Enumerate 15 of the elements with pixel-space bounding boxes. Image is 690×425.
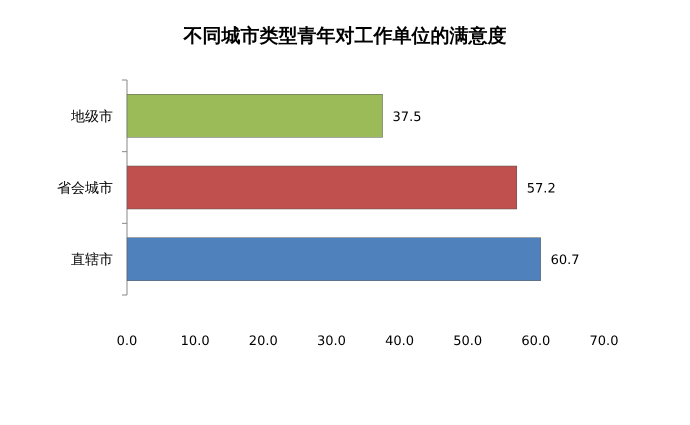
y-tick-label: 地级市 (70, 108, 113, 125)
x-tick-label: 10.0 (180, 334, 210, 349)
x-tick-label: 60.0 (521, 334, 550, 349)
x-tick-label: 30.0 (316, 334, 346, 349)
x-tick-label: 20.0 (248, 334, 278, 349)
data-label: 57.2 (526, 182, 556, 196)
x-tick-label: 70.0 (590, 334, 618, 349)
y-tick-label: 省会城市 (57, 180, 113, 196)
x-tick-label: 50.0 (453, 334, 482, 349)
y-tick-label: 直辖市 (71, 252, 113, 268)
x-tick-label: 0.0 (116, 334, 138, 349)
data-label: 37.5 (392, 110, 422, 125)
data-label: 60.7 (550, 253, 580, 268)
chart-title: 不同城市类型青年对工作单位的满意度 (182, 25, 506, 47)
x-tick-label: 40.0 (385, 334, 414, 349)
